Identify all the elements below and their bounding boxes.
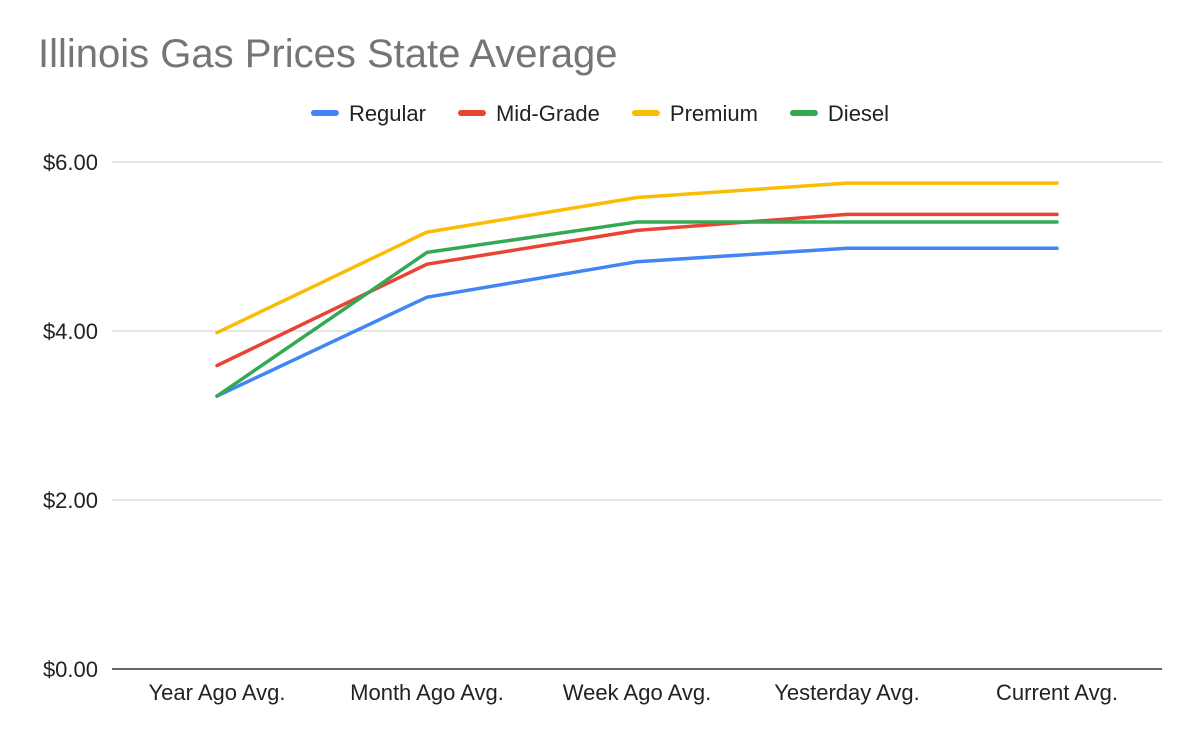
legend-swatch-mid-grade: [457, 110, 486, 116]
legend-label-premium: Premium: [670, 101, 758, 126]
y-tick-label: $6.00: [43, 150, 98, 175]
legend-swatch-diesel: [789, 110, 818, 116]
legend-label-regular: Regular: [349, 101, 426, 126]
y-tick-label: $2.00: [43, 488, 98, 513]
y-tick-label: $4.00: [43, 319, 98, 344]
x-tick-label: Current Avg.: [996, 680, 1118, 705]
series-line-premium: [215, 181, 1059, 335]
legend-label-diesel: Diesel: [828, 101, 889, 126]
y-tick-label: $0.00: [43, 657, 98, 682]
x-tick-label: Year Ago Avg.: [148, 680, 285, 705]
legend-label-mid-grade: Mid-Grade: [496, 101, 600, 126]
series-line-regular: [215, 246, 1059, 398]
x-tick-label: Month Ago Avg.: [350, 680, 504, 705]
legend-swatch-regular: [310, 110, 339, 116]
series-line-diesel: [215, 220, 1059, 398]
chart-title: Illinois Gas Prices State Average: [38, 32, 618, 76]
series-line-mid-grade: [215, 212, 1059, 368]
x-tick-label: Yesterday Avg.: [774, 680, 920, 705]
x-tick-label: Week Ago Avg.: [563, 680, 711, 705]
legend-swatch-premium: [631, 110, 660, 116]
